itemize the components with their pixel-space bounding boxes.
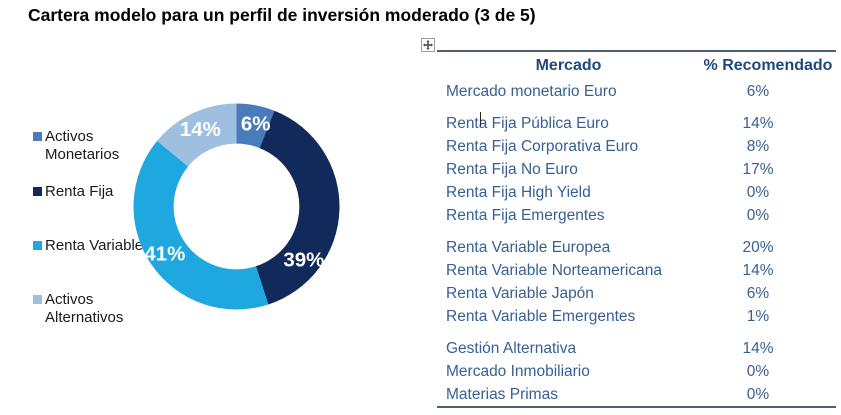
table-row[interactable]: Gestión Alternativa 14%	[437, 337, 836, 360]
legend-swatch	[33, 132, 42, 141]
table-spacer-row	[437, 328, 836, 337]
market-cell[interactable]: Renta Fija Corporativa Euro	[446, 137, 639, 155]
table-body: Mercado monetario Euro 6% Renta Fija Públi…	[437, 80, 836, 406]
table-row[interactable]: Renta Fija Corporativa Euro 8%	[437, 135, 836, 158]
pct-cell[interactable]: 0%	[746, 385, 770, 403]
pct-cell[interactable]: 8%	[746, 137, 770, 155]
legend-label: Activos Monetarios	[45, 128, 120, 163]
table-row[interactable]: Renta Variable Europea 20%	[437, 236, 836, 259]
table-row[interactable]: Mercado monetario Euro 6%	[437, 80, 836, 103]
pct-cell[interactable]: 14%	[742, 261, 774, 279]
table-spacer-row	[437, 103, 836, 112]
legend-label: Renta Variable	[45, 237, 144, 254]
pct-cell[interactable]: 0%	[746, 362, 770, 380]
legend-swatch	[33, 241, 42, 250]
market-cell[interactable]: Renta Fija High Yield	[446, 183, 591, 201]
legend-item-renta-variable[interactable]: Renta Variable	[33, 237, 151, 255]
donut-slice-renta-variable[interactable]	[133, 140, 269, 310]
page-title: Cartera modelo para un perfil de inversi…	[28, 5, 536, 25]
market-cell[interactable]: Mercado Inmobiliario	[446, 362, 590, 380]
table-row[interactable]: Renta Fija Pública Euro 14%	[437, 112, 836, 135]
legend-label: Activos Alternativos	[45, 291, 124, 326]
pct-cell[interactable]: 1%	[746, 307, 770, 325]
pct-cell[interactable]: 0%	[746, 206, 770, 224]
table-header-row: Mercado % Recomendado	[437, 52, 836, 80]
slice-label-activos-monetarios: 6%	[241, 112, 271, 135]
pct-cell[interactable]: 17%	[742, 160, 774, 178]
table-move-handle[interactable]	[421, 38, 435, 52]
pct-cell[interactable]: 6%	[746, 82, 770, 100]
allocation-table: Mercado % Recomendado Mercado monetario …	[437, 50, 836, 408]
pct-cell[interactable]: 6%	[746, 284, 770, 302]
market-cell[interactable]: Renta Variable Japón	[446, 284, 594, 302]
market-cell[interactable]: Renta Variable Europea	[446, 238, 611, 256]
text-cursor	[480, 112, 481, 126]
donut-slice-activos-alternativos[interactable]	[157, 103, 237, 167]
donut-slice-renta-fija[interactable]	[255, 110, 340, 305]
move-handle-icon	[423, 40, 433, 50]
pct-cell[interactable]: 20%	[742, 238, 774, 256]
legend-swatch	[33, 295, 42, 304]
market-cell[interactable]: Materias Primas	[446, 385, 558, 403]
column-header-recomendado: % Recomendado	[703, 57, 833, 74]
column-header-mercado: Mercado	[535, 57, 602, 74]
market-cell[interactable]: Renta Fija No Euro	[446, 160, 578, 178]
table-row[interactable]: Renta Variable Norteamericana 14%	[437, 259, 836, 282]
legend-label: Renta Fija	[45, 183, 114, 200]
market-cell[interactable]: Renta Fija Pública Euro	[446, 114, 609, 132]
market-cell[interactable]: Renta Fija Emergentes	[446, 206, 605, 224]
legend-item-activos-alternativos[interactable]: Activos Alternativos	[33, 291, 151, 326]
chart-legend: Activos Monetarios Renta Fija Renta Variab…	[33, 0, 151, 415]
market-cell[interactable]: Renta Variable Norteamericana	[446, 261, 662, 279]
table-row[interactable]: Renta Fija Emergentes 0%	[437, 204, 836, 227]
donut-slice-activos-monetarios[interactable]	[236, 103, 275, 149]
table-row[interactable]: Materias Primas 0%	[437, 383, 836, 406]
slice-label-renta-variable: 41%	[144, 242, 185, 265]
legend-item-activos-monetarios[interactable]: Activos Monetarios	[33, 128, 151, 163]
pct-cell[interactable]: 14%	[742, 114, 774, 132]
slice-label-activos-alternativos: 14%	[180, 118, 221, 141]
pct-cell[interactable]: 14%	[742, 339, 774, 357]
donut-chart[interactable]: 6% 39% 41% 14%	[133, 103, 340, 310]
market-cell[interactable]: Renta Variable Emergentes	[446, 307, 636, 325]
table-row[interactable]: Renta Fija No Euro 17%	[437, 158, 836, 181]
market-cell[interactable]: Gestión Alternativa	[446, 339, 577, 357]
table-row[interactable]: Mercado Inmobiliario 0%	[437, 360, 836, 383]
legend-swatch	[33, 187, 42, 196]
table-spacer-row	[437, 227, 836, 236]
table-row[interactable]: Renta Variable Emergentes 1%	[437, 305, 836, 328]
legend-item-renta-fija[interactable]: Renta Fija	[33, 183, 151, 201]
table-row[interactable]: Renta Variable Japón 6%	[437, 282, 836, 305]
slice-label-renta-fija: 39%	[283, 248, 324, 271]
pct-cell[interactable]: 0%	[746, 183, 770, 201]
market-cell[interactable]: Mercado monetario Euro	[446, 82, 617, 100]
table-row[interactable]: Renta Fija High Yield 0%	[437, 181, 836, 204]
